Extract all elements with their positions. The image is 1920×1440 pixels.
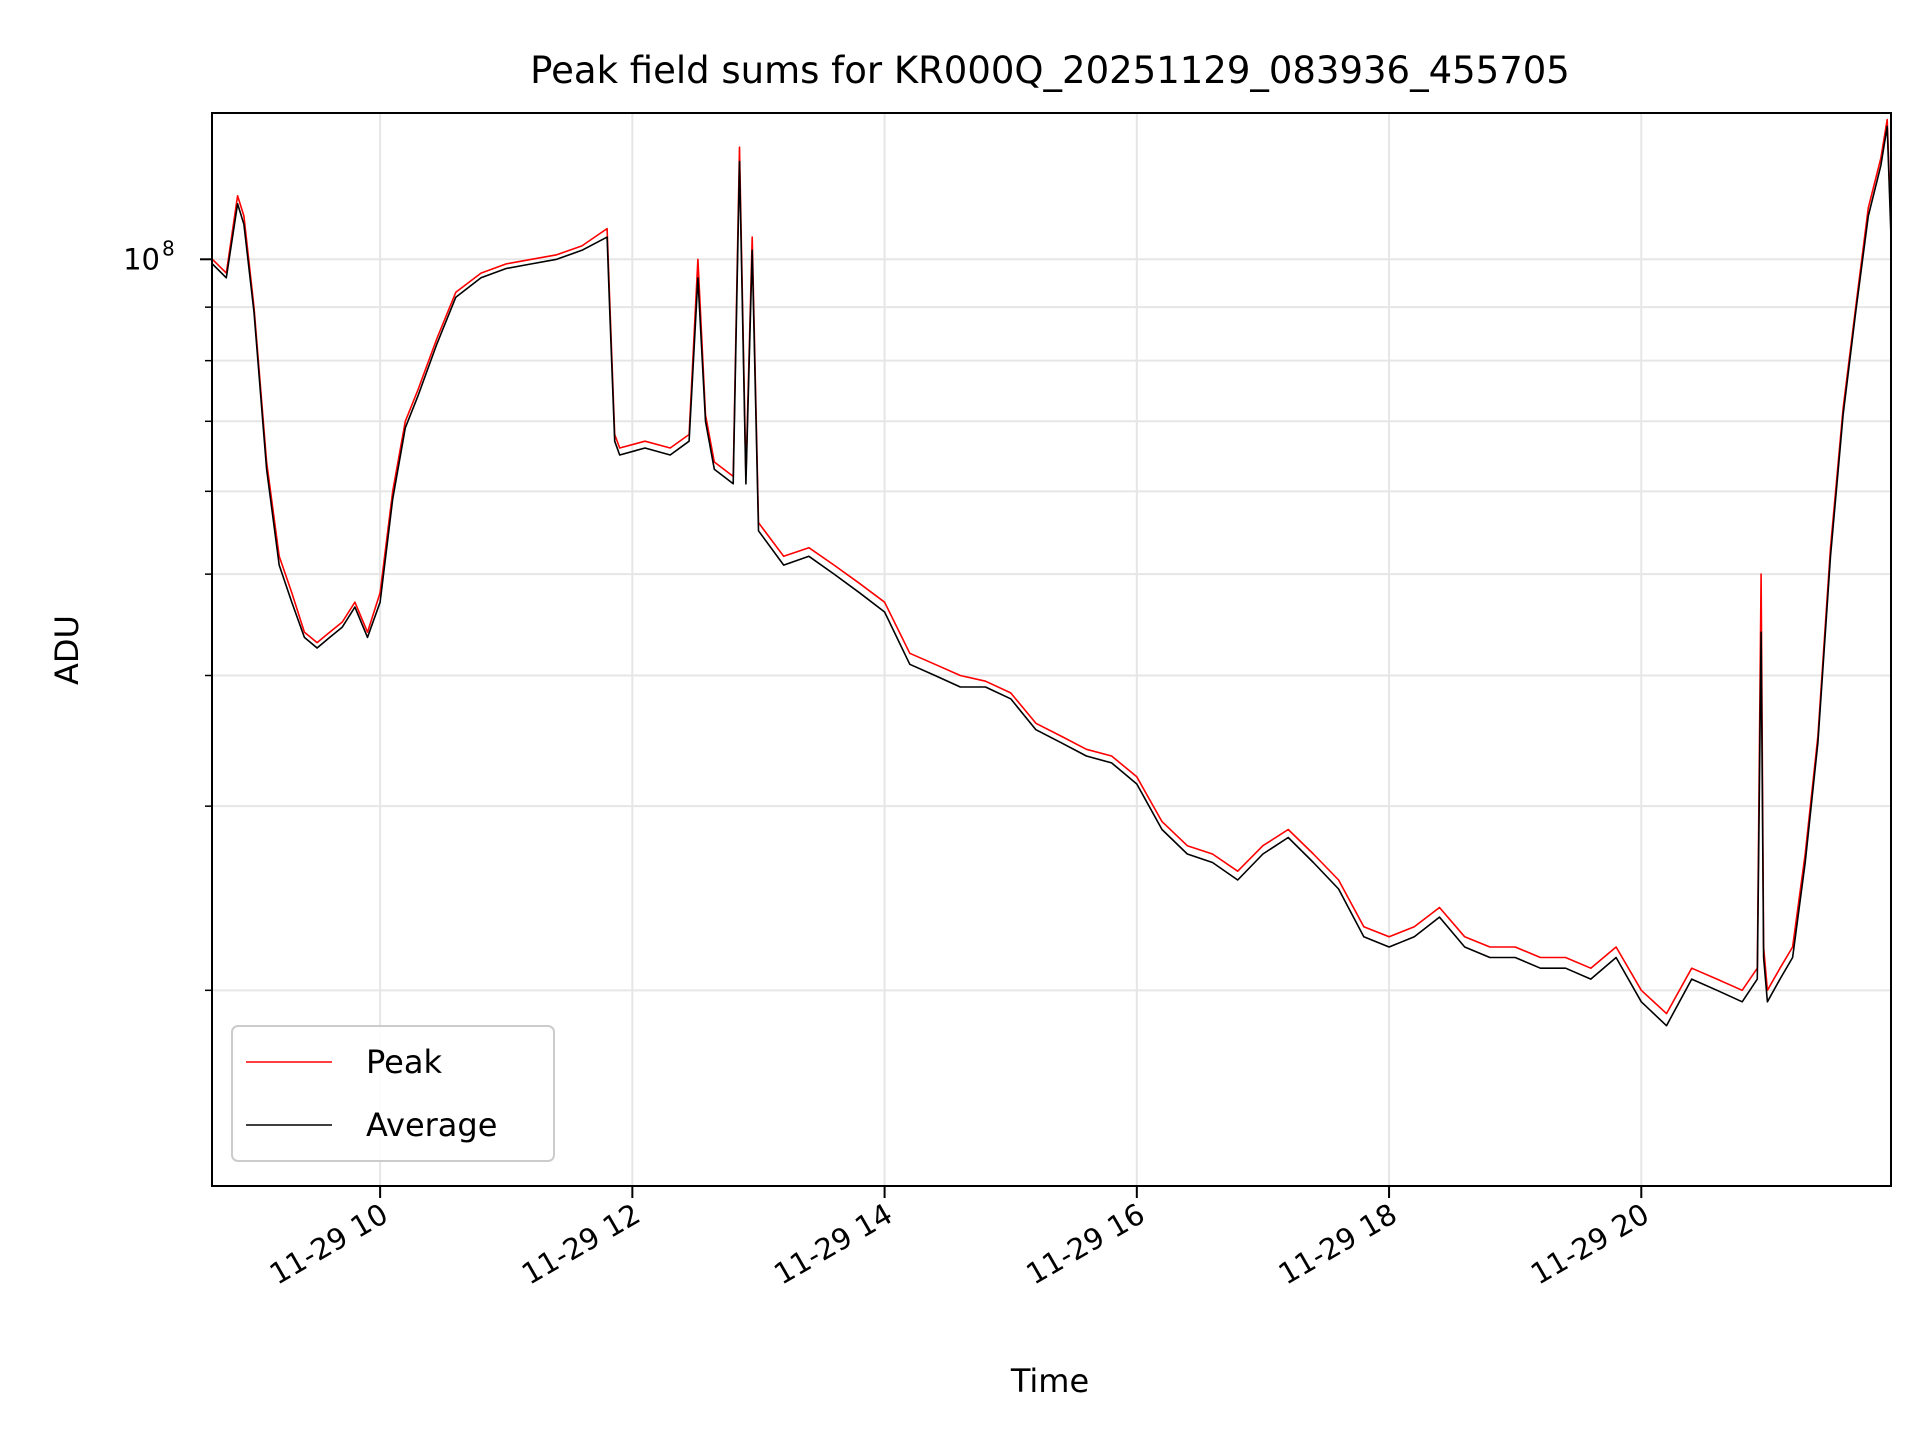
series-line-peak (211, 118, 1892, 1015)
x-axis-label: Time (1010, 1362, 1089, 1400)
grid-layer (212, 113, 1891, 1186)
x-tick-label: 11-29 10 (264, 1197, 394, 1292)
x-tick-label: 11-29 18 (1273, 1197, 1403, 1292)
legend-label-peak: Peak (366, 1043, 442, 1081)
y-tick-label-base: 10 (123, 242, 160, 276)
y-major-ticks: 10 8 (123, 236, 175, 276)
x-tick-label: 11-29 12 (516, 1197, 646, 1292)
legend-label-average: Average (366, 1106, 497, 1144)
legend: Peak Average (231, 1025, 555, 1162)
series-line-average (211, 125, 1892, 1027)
x-tick-label: 11-29 16 (1020, 1197, 1150, 1292)
y-tick-label-exponent: 8 (162, 236, 175, 260)
chart-title: Peak field sums for KR000Q_20251129_0839… (530, 49, 1570, 92)
series-layer (211, 118, 1892, 1027)
plot-frame (211, 112, 1892, 1187)
x-tick-label: 11-29 20 (1525, 1197, 1655, 1292)
x-tick-label: 11-29 14 (768, 1197, 898, 1292)
legend-box (231, 1025, 555, 1162)
y-axis-label: ADU (48, 615, 86, 685)
